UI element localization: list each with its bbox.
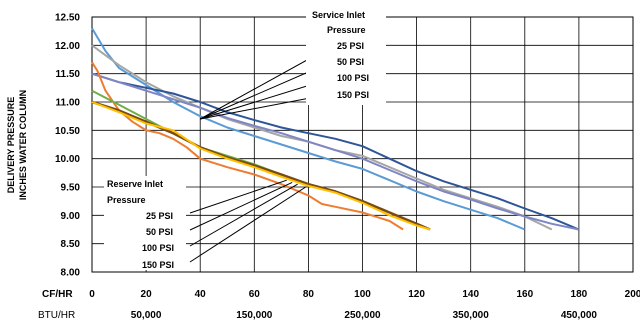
y-tick-label: 12.00 [55,41,80,52]
reserve-legend-background [104,176,186,270]
x-axis-label-btuhr: BTU/HR [38,310,75,321]
reserve-series-line-8 [91,101,431,231]
y-tick-label: 11.00 [56,98,81,109]
btu-tick-label: 150,000 [236,310,273,321]
reserve-legend-title-line1: Reserve Inlet [107,179,163,189]
x-tick-label: 120 [408,289,425,300]
x-tick-label: 0 [89,289,95,300]
x-tick-label: 80 [303,289,315,300]
service-series-line-1 [91,27,526,231]
y-tick-label: 10.50 [55,126,80,137]
btu-tick-label: 450,000 [561,310,598,321]
service-legend-item-1: 25 PSI [337,41,364,51]
x-tick-label: 140 [462,289,479,300]
btu-tick-label: 250,000 [344,310,381,321]
y-tick-label: 9.50 [61,183,81,194]
service-series-line-3 [91,72,580,231]
service-legend-item-3: 100 PSI [337,73,369,83]
reserve-legend: Reserve Inlet Pressure 25 PSI 50 PSI 100… [104,176,186,270]
service-series-line-4 [91,72,580,231]
service-legend-title-line2: Pressure [327,25,366,35]
x-axis-label-cfhr: CF/HR [42,289,73,300]
x-tick-label: 60 [249,289,261,300]
reserve-legend-title-line2: Pressure [107,195,146,205]
service-legend-title-line1: Service Inlet [312,10,365,20]
service-legend-background [306,8,386,105]
y-axis-label-line1: DELIVERY PRESSURE [6,97,16,194]
y-tick-labels: 8.00 8.50 9.00 9.50 10.00 10.50 11.00 11.50 12.0… [55,13,80,279]
service-legend-item-4: 150 PSI [337,90,369,100]
reserve-legend-item-2: 50 PSI [146,227,173,237]
reserve-legend-item-1: 25 PSI [146,211,173,221]
y-tick-label: 12.50 [55,13,80,24]
y-tick-label: 8.50 [61,239,81,250]
reserve-legend-item-4: 150 PSI [142,260,174,270]
service-legend: Service Inlet Pressure 25 PSI 50 PSI 100… [306,8,386,105]
y-tick-label: 11.50 [56,69,81,80]
x-tick-label: 100 [354,289,371,300]
legend-leader-line [189,182,293,231]
legend-leader-line [189,183,298,247]
legend-leader-line [189,179,287,214]
y-tick-label: 9.00 [61,211,81,222]
reserve-legend-item-3: 100 PSI [142,243,174,253]
x-tick-label: 200 [625,289,640,300]
btu-tick-label: 50,000 [131,310,162,321]
y-tick-label: 10.00 [55,154,80,165]
legend-leader-line [189,186,306,263]
series-lines [91,27,580,231]
service-legend-item-2: 50 PSI [337,57,364,67]
btu-tick-label: 350,000 [453,310,490,321]
x-tick-labels: 0 20 40 60 80 100 120 140 160 180 200 [89,289,640,300]
x-tick-label: 40 [195,289,207,300]
btu-tick-labels: 50,000 150,000 250,000 350,000 450,000 [131,310,598,321]
y-tick-label: 8.00 [61,268,81,279]
x-tick-label: 160 [516,289,533,300]
x-tick-label: 180 [571,289,588,300]
y-axis-label-line2: INCHES WATER COLUMN [18,90,28,200]
x-tick-label: 20 [141,289,153,300]
